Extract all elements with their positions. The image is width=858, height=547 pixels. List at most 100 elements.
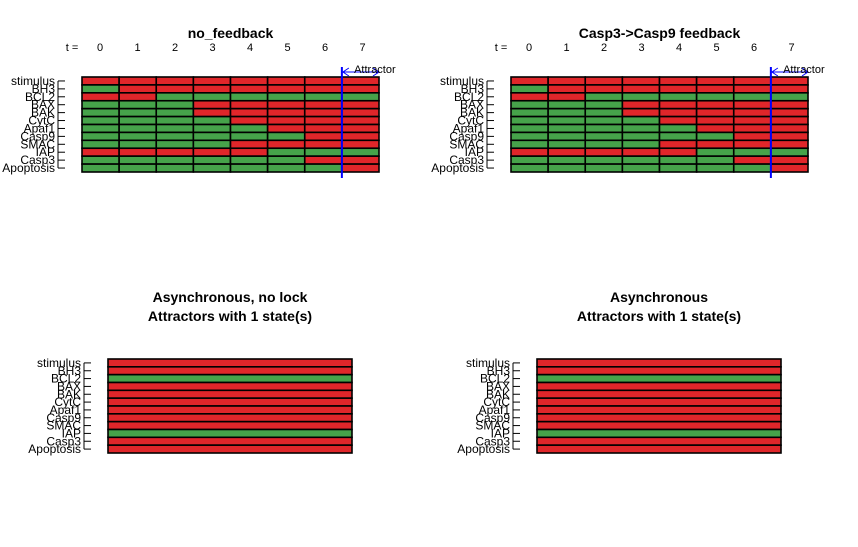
heatmap-cell bbox=[658, 115, 698, 126]
heatmap-cell bbox=[266, 99, 306, 110]
heatmap-cell bbox=[536, 428, 782, 439]
panel-title: Asynchronous bbox=[610, 289, 708, 305]
heatmap-cell bbox=[229, 107, 269, 118]
gene-label: Apaf1 bbox=[24, 121, 56, 135]
heatmap-cell bbox=[621, 163, 661, 173]
heatmap-cell bbox=[266, 92, 306, 102]
heatmap-cell bbox=[510, 84, 549, 94]
heatmap-cell bbox=[192, 155, 232, 165]
heatmap-cell bbox=[732, 139, 772, 150]
time-tick-label: 7 bbox=[359, 42, 365, 54]
heatmap-cell bbox=[584, 147, 624, 157]
heatmap-cell bbox=[547, 76, 587, 86]
heatmap-cell bbox=[341, 84, 380, 94]
heatmap-cell bbox=[192, 139, 232, 150]
heatmap-cell bbox=[547, 123, 587, 134]
heatmap-cell bbox=[536, 366, 782, 376]
heatmap-cell bbox=[229, 139, 269, 150]
heatmap-cell bbox=[695, 76, 735, 86]
heatmap-cell bbox=[584, 123, 624, 134]
heatmap-panel-3: Asynchronous, no lock Attractors with 1 s… bbox=[28, 289, 353, 456]
heatmap-cell bbox=[341, 76, 380, 86]
heatmap-cell bbox=[621, 123, 661, 134]
heatmap-cell bbox=[510, 131, 549, 142]
time-tick-label: 4 bbox=[676, 42, 682, 54]
heatmap-cell bbox=[107, 444, 353, 454]
heatmap-cell bbox=[510, 99, 549, 110]
heatmap-cell bbox=[770, 139, 809, 150]
heatmap-cell bbox=[732, 84, 772, 94]
heatmap-cell bbox=[192, 115, 232, 126]
heatmap-cell bbox=[107, 436, 353, 446]
heatmap-cell bbox=[266, 123, 306, 134]
heatmap-cell bbox=[770, 84, 809, 94]
heatmap-cell bbox=[192, 76, 232, 86]
heatmap-cell bbox=[770, 163, 809, 173]
time-tick-label: 1 bbox=[134, 42, 140, 54]
heatmap-cell bbox=[118, 76, 158, 86]
attractor-arrowhead-right bbox=[801, 67, 809, 77]
heatmap-cell bbox=[584, 92, 624, 102]
heatmap-cell bbox=[266, 139, 306, 150]
heatmap-cell bbox=[341, 131, 380, 142]
gene-label: Apoptosis bbox=[431, 161, 484, 175]
heatmap-cell bbox=[303, 92, 343, 102]
heatmap-cell bbox=[155, 84, 195, 94]
heatmap-cell bbox=[584, 155, 624, 165]
gene-label: CytC bbox=[457, 114, 484, 128]
heatmap-cell bbox=[81, 155, 120, 165]
time-prefix-label: t = bbox=[66, 42, 79, 54]
heatmap-cell bbox=[658, 131, 698, 142]
heatmap-cell bbox=[81, 139, 120, 150]
heatmap-cell bbox=[621, 76, 661, 86]
gene-label: BH3 bbox=[487, 364, 511, 378]
heatmap-cell bbox=[118, 92, 158, 102]
heatmap-cell bbox=[732, 155, 772, 165]
gene-label: BAK bbox=[31, 106, 55, 120]
heatmap-cell bbox=[155, 107, 195, 118]
heatmap-cell bbox=[770, 115, 809, 126]
heatmap-cell bbox=[155, 76, 195, 86]
time-tick-label: 3 bbox=[638, 42, 644, 54]
heatmap-cell bbox=[584, 115, 624, 126]
gene-label: BAK bbox=[57, 387, 81, 401]
heatmap-cell bbox=[303, 155, 343, 165]
gene-label: IAP bbox=[465, 145, 484, 159]
heatmap-cell bbox=[621, 147, 661, 157]
heatmap-cell bbox=[118, 84, 158, 94]
gene-label: BCL2 bbox=[25, 90, 55, 104]
heatmap-cell bbox=[81, 92, 120, 102]
heatmap-cell bbox=[732, 131, 772, 142]
time-tick-label: 2 bbox=[601, 42, 607, 54]
heatmap-cell bbox=[510, 76, 549, 86]
heatmap-cell bbox=[584, 163, 624, 173]
heatmap-cell bbox=[118, 163, 158, 173]
gene-label: Casp9 bbox=[20, 129, 55, 143]
heatmap-cell bbox=[118, 115, 158, 126]
heatmap-cell bbox=[732, 147, 772, 157]
panel-subtitle: Attractors with 1 state(s) bbox=[148, 308, 312, 324]
gene-label: Apaf1 bbox=[479, 403, 511, 417]
heatmap-cell bbox=[584, 107, 624, 118]
heatmap-cell bbox=[732, 115, 772, 126]
gene-label: BAX bbox=[460, 98, 484, 112]
heatmap-cell bbox=[695, 139, 735, 150]
heatmap-cell bbox=[192, 99, 232, 110]
time-tick-label: 3 bbox=[209, 42, 215, 54]
heatmap-cell bbox=[621, 99, 661, 110]
heatmap-cell bbox=[341, 99, 380, 110]
heatmap-cell bbox=[266, 155, 306, 165]
heatmap-cell bbox=[229, 115, 269, 126]
heatmap-cell bbox=[229, 155, 269, 165]
heatmap-cell bbox=[695, 147, 735, 157]
heatmap-cell bbox=[229, 76, 269, 86]
gene-label: BH3 bbox=[32, 82, 56, 96]
heatmap-cell bbox=[621, 155, 661, 165]
heatmap-cell bbox=[107, 381, 353, 392]
gene-label: stimulus bbox=[11, 74, 55, 88]
gene-label: IAP bbox=[36, 145, 55, 159]
heatmap-cell bbox=[341, 92, 380, 102]
heatmap-cell bbox=[510, 155, 549, 165]
heatmap-cell bbox=[341, 139, 380, 150]
heatmap-cell bbox=[621, 84, 661, 94]
